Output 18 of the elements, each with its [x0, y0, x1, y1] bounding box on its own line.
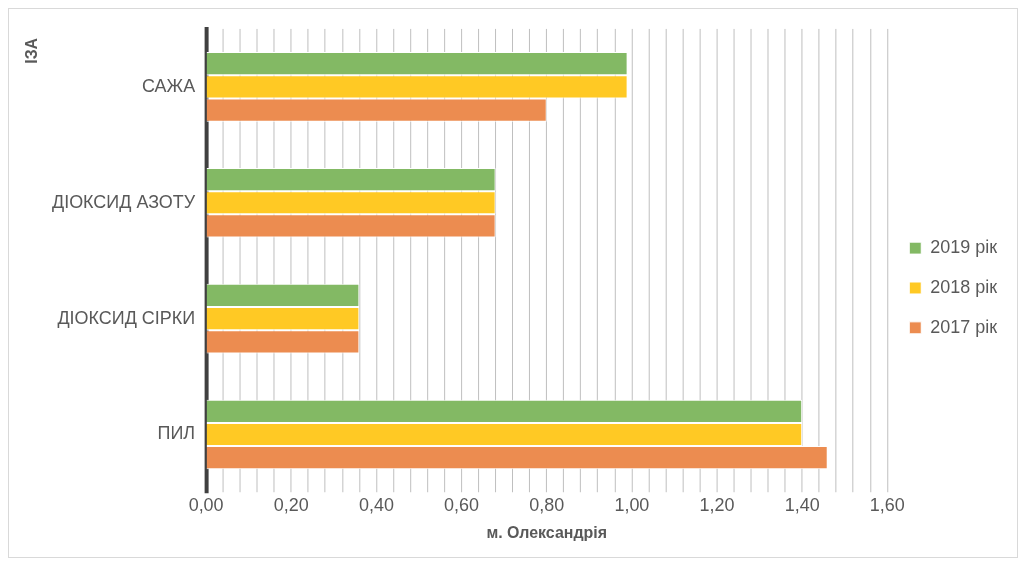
y-tick-label: ПИЛ [157, 423, 196, 444]
x-tick-label: 0,20 [273, 495, 309, 516]
y-axis-title: ІЗА [23, 37, 41, 64]
legend-label: 2019 рік [930, 237, 998, 258]
x-tick-label: 1,40 [784, 495, 820, 516]
x-tick-label: 0,60 [444, 495, 480, 516]
x-tick-label: 1,20 [699, 495, 735, 516]
x-tick-label: 1,00 [614, 495, 650, 516]
legend-label: 2017 рік [930, 316, 998, 337]
x-tick-label: 0,00 [188, 495, 224, 516]
y-tick-label: САЖА [142, 75, 196, 96]
x-tick-label: 0,40 [358, 495, 394, 516]
legend-label: 2018 рік [930, 276, 998, 297]
x-axis-title: м. Олександрія [486, 523, 608, 541]
x-tick-label: 1,60 [869, 495, 905, 516]
y-tick-label: ДІОКСИД СІРКИ [57, 307, 196, 328]
x-tick-label: 0,80 [529, 495, 565, 516]
y-tick-label: ДІОКСИД АЗОТУ [52, 191, 196, 212]
